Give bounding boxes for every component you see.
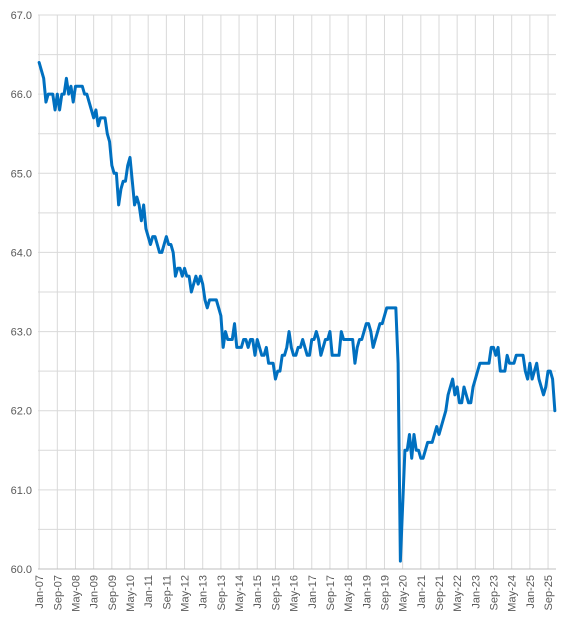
x-tick-label: Jan-19 — [361, 575, 373, 609]
y-tick-label: 65.0 — [11, 168, 32, 180]
data-line — [37, 60, 557, 563]
x-tick-label: Sep-25 — [543, 575, 555, 610]
x-tick-label: May-14 — [234, 575, 246, 612]
y-tick-label: 67.0 — [11, 10, 32, 22]
x-tick-label: Sep-15 — [270, 575, 282, 610]
x-tick-label: May-12 — [180, 575, 192, 612]
x-tick-label: Sep-21 — [434, 575, 446, 610]
x-tick-label: May-20 — [398, 575, 410, 612]
x-tick-label: May-18 — [343, 575, 355, 612]
x-tick-label: Jan-07 — [34, 575, 46, 609]
x-tick-label: Jan-13 — [198, 575, 210, 609]
x-tick-label: Sep-23 — [489, 575, 501, 610]
x-tick-label: Sep-13 — [216, 575, 228, 610]
x-tick-label: Sep-07 — [52, 575, 64, 610]
x-tick-label: Jan-09 — [89, 575, 101, 609]
x-tick-label: Jan-15 — [252, 575, 264, 609]
x-tick-label: Sep-11 — [161, 575, 173, 610]
x-tick-label: Jan-21 — [416, 575, 428, 609]
x-tick-label: May-16 — [289, 575, 301, 612]
x-tick-label: Jan-11 — [143, 575, 155, 608]
x-tick-label: May-10 — [125, 575, 137, 612]
x-tick-label: Sep-17 — [325, 575, 337, 610]
y-tick-label: 66.0 — [11, 89, 32, 101]
x-tick-label: Jan-17 — [307, 575, 319, 609]
x-tick-label: May-22 — [452, 575, 464, 612]
y-tick-label: 62.0 — [11, 406, 32, 418]
y-tick-label: 60.0 — [11, 564, 32, 576]
x-tick-label: Sep-19 — [379, 575, 391, 610]
x-tick-label: Jan-25 — [525, 575, 537, 609]
y-tick-label: 64.0 — [11, 247, 32, 259]
y-tick-label: 63.0 — [11, 327, 32, 339]
x-tick-label: May-08 — [70, 575, 82, 612]
x-tick-label: May-24 — [507, 575, 519, 612]
y-tick-label: 61.0 — [11, 485, 32, 497]
x-tick-label: Sep-09 — [107, 575, 119, 610]
x-tick-label: Jan-23 — [470, 575, 482, 609]
